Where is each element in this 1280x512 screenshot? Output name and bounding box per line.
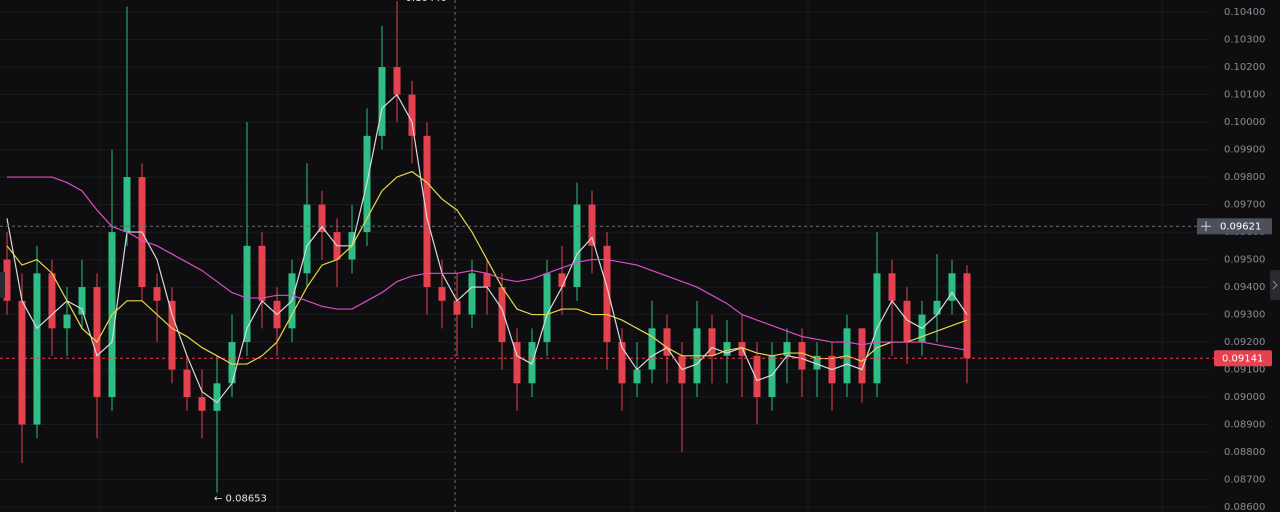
candle-body [228,342,236,384]
candle-body [198,397,206,411]
candle-body [933,300,941,315]
y-tick-label: 0.09800 [1224,172,1265,183]
moving-average [7,176,968,351]
candle-body [468,273,476,315]
y-tick-label: 0.09200 [1224,337,1265,348]
y-tick-label: 0.08700 [1224,475,1265,486]
candle-body [663,328,671,356]
candle-body [78,287,86,315]
plot [3,1,971,493]
candle-body [813,355,821,370]
candle-body [258,245,266,301]
y-tick-label: 0.08900 [1224,420,1265,431]
candle-body [153,287,161,301]
candle-body [798,342,806,370]
candle-body [648,328,656,370]
candle-body [243,245,251,343]
candle-body [33,273,41,425]
crosshair-price-box [1197,218,1272,235]
low-annotation: ← 0.08653 [214,493,267,504]
crosshair-price-label: 0.09621 [1220,221,1261,232]
candle-body [408,94,416,136]
y-tick-label: 0.09300 [1224,310,1265,321]
y-tick-label: 0.10100 [1224,90,1265,101]
candle-body [438,287,446,301]
last-price-label: 0.09141 [1222,353,1263,364]
candle-body [573,204,581,288]
y-tick-label: 0.10400 [1224,7,1265,18]
y-tick-label: 0.10200 [1224,62,1265,73]
candle-body [708,328,716,356]
candle-body [753,355,761,398]
high-annotation: ← 0.10440 [394,0,447,4]
candle-body [483,273,491,288]
y-tick-label: 0.09400 [1224,282,1265,293]
candle-body [768,355,776,398]
y-tick-label: 0.10300 [1224,35,1265,46]
y-tick-label: 0.08600 [1224,502,1265,512]
candle-body [603,245,611,343]
candle-body [303,204,311,274]
last-price-box [1214,350,1272,367]
candle-body [318,204,326,233]
y-tick-label: 0.09900 [1224,145,1265,156]
candle-body [633,369,641,384]
y-tick-label: 0.08800 [1224,447,1265,458]
right-handle[interactable] [1270,270,1280,300]
candle-body [498,287,506,343]
candle-body [963,273,971,359]
left-handle[interactable] [0,272,5,298]
y-tick-label: 0.09700 [1224,200,1265,211]
candle-body [588,204,596,246]
candle-body [948,273,956,301]
candle-body [453,300,461,315]
candle-body [393,67,401,95]
candle-body [783,342,791,356]
y-tick-label: 0.09100 [1224,365,1265,376]
candle-body [888,273,896,301]
candle-body [48,273,56,329]
candle-body [423,135,431,288]
candle-body [183,369,191,398]
candle-body [18,300,26,425]
candle-body [558,273,566,288]
candle-body [903,300,911,343]
y-tick-label: 0.10000 [1224,117,1265,128]
candle-body [618,342,626,384]
candle-body [168,300,176,370]
y-tick-label: 0.09000 [1224,392,1265,403]
candle-body [63,314,71,329]
y-tick-label: 0.09500 [1224,255,1265,266]
candle-body [123,177,131,233]
candle-body [858,328,866,384]
candle-body [378,67,386,136]
moving-average [6,93,968,404]
candle-body [213,383,221,411]
candle-body [543,273,551,343]
candle-body [723,342,731,356]
crosshair-plus-icon [1201,221,1211,232]
vertical-grid [99,0,1163,512]
right-handle-arrow [1272,280,1278,290]
moving-average [6,170,968,365]
candle-body [513,342,521,384]
candle-body [3,259,11,301]
